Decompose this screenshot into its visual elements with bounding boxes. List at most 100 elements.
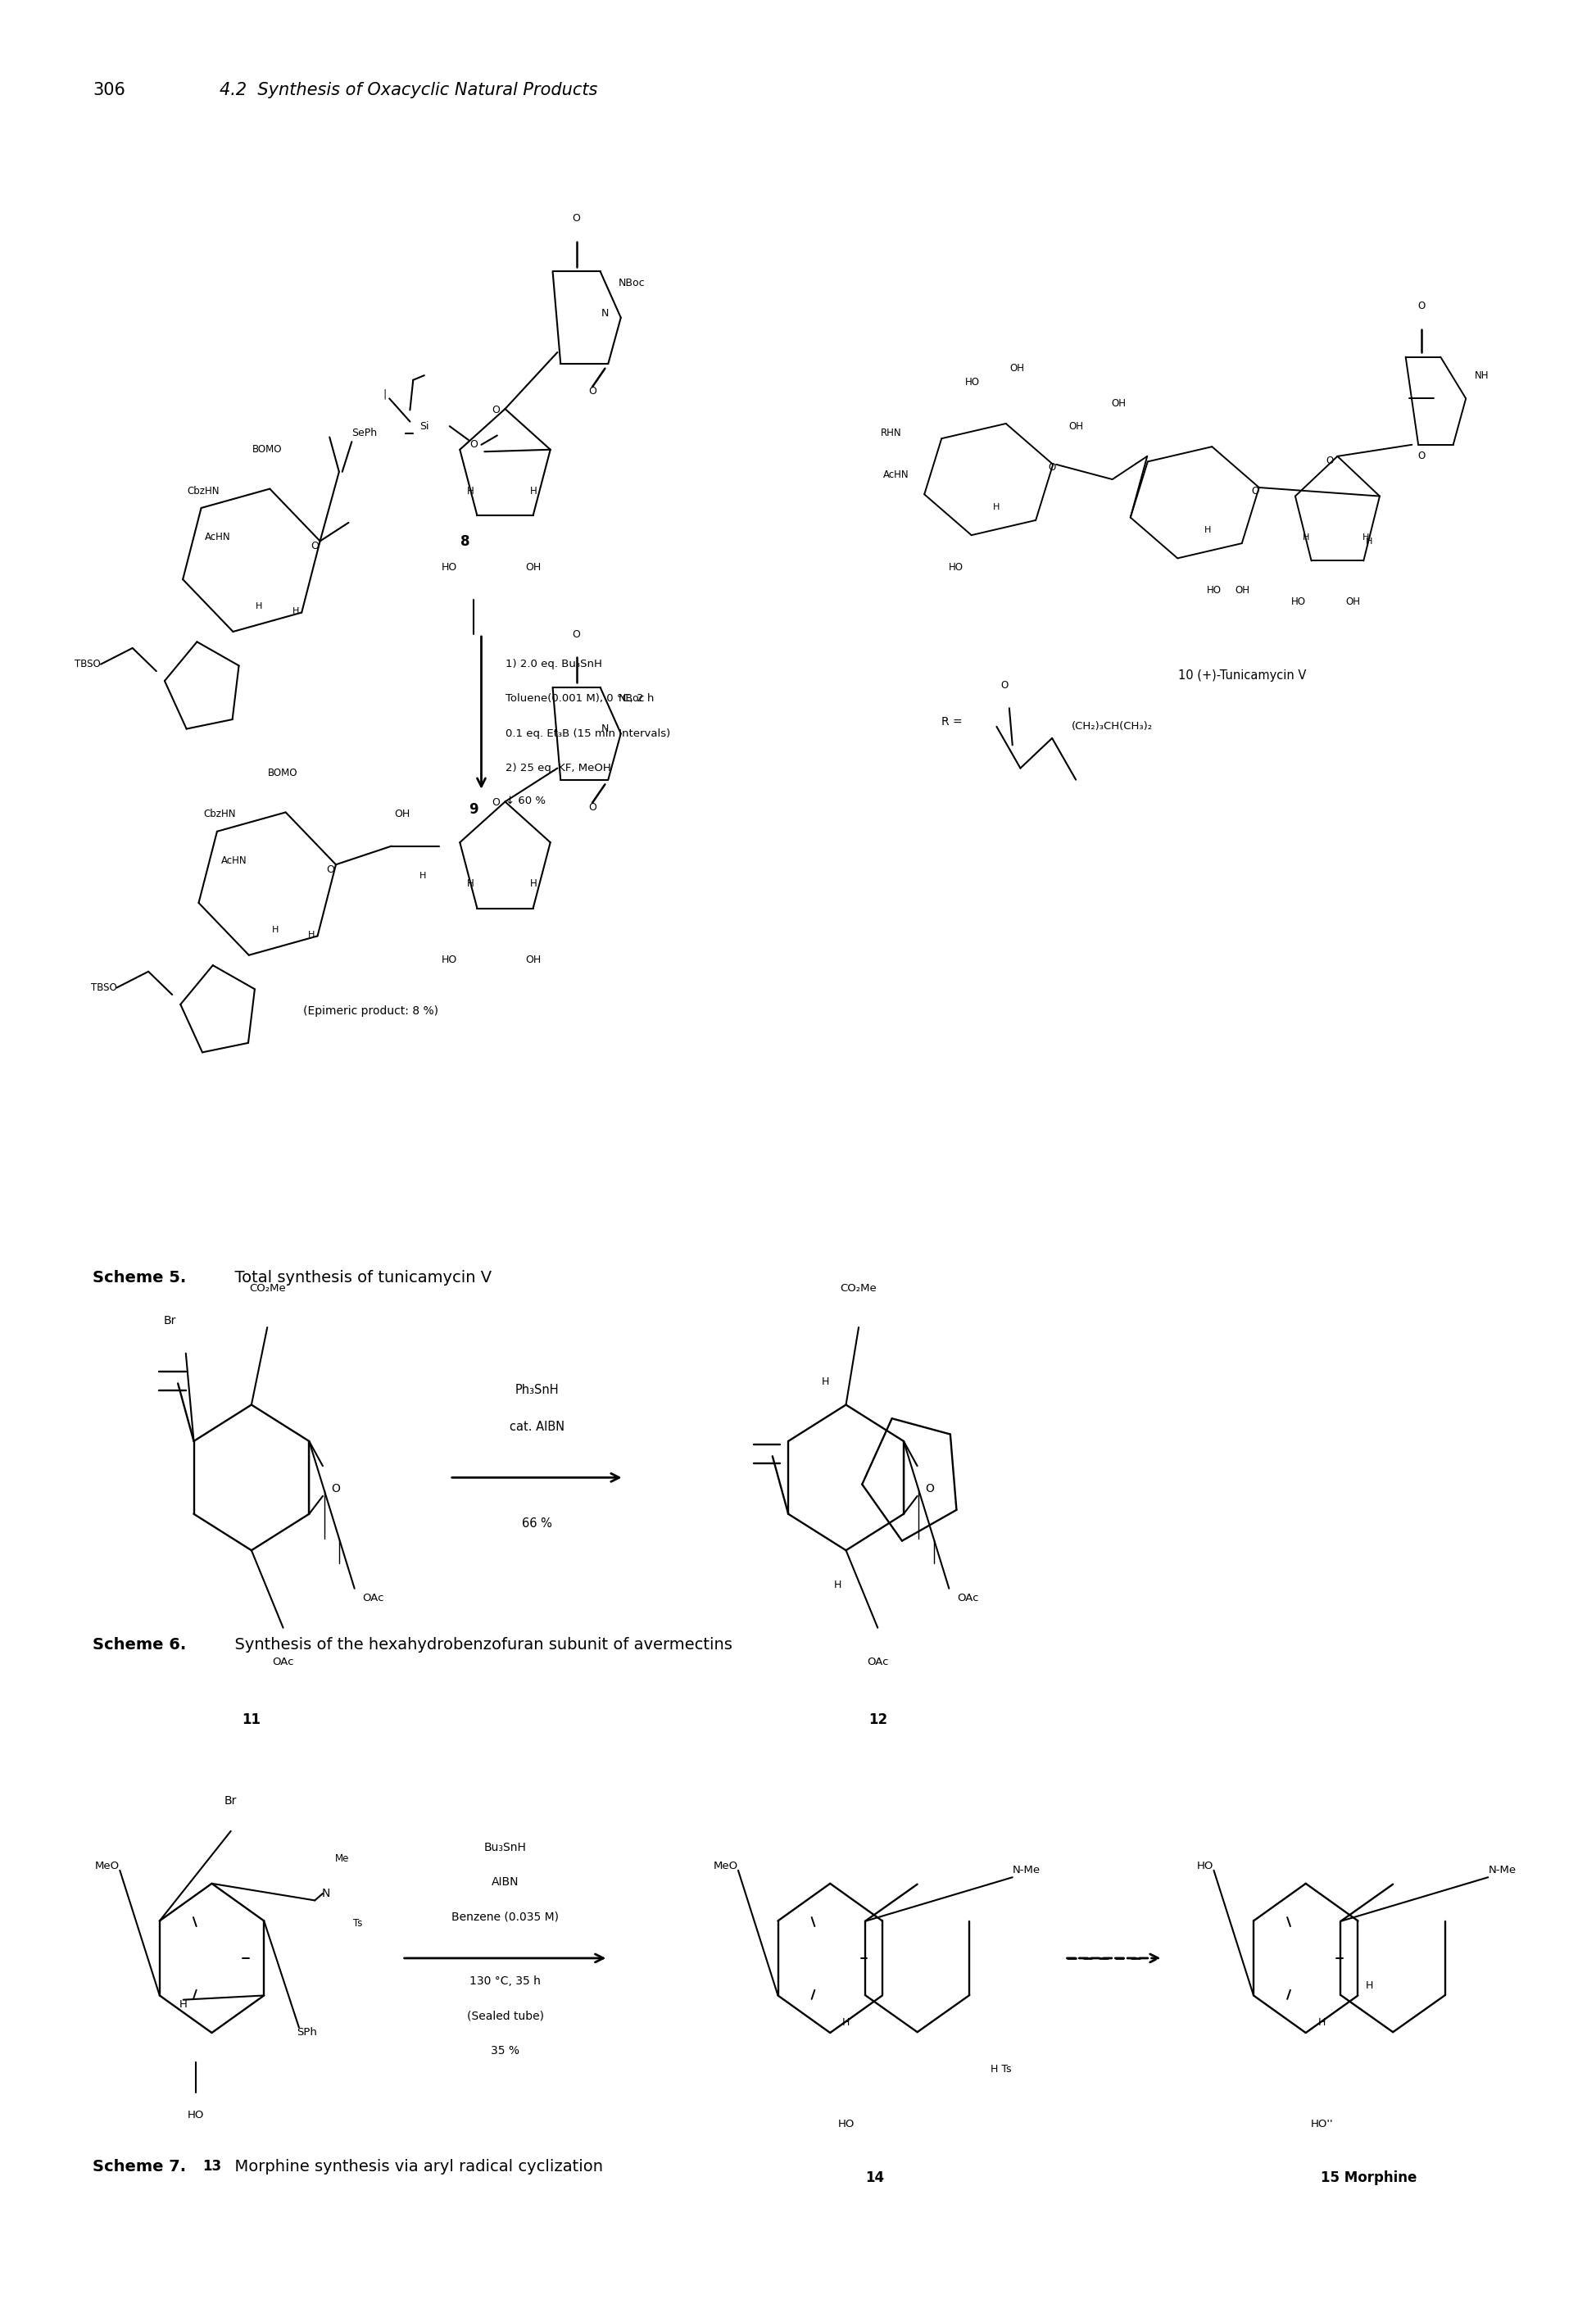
Text: Br: Br xyxy=(225,1795,236,1807)
Text: 15 Morphine: 15 Morphine xyxy=(1320,2171,1417,2185)
Text: CO₂Me: CO₂Me xyxy=(839,1282,876,1293)
Text: 2) 25 eq. KF, MeOH: 2) 25 eq. KF, MeOH xyxy=(504,764,610,773)
Text: HO: HO xyxy=(1197,1860,1213,1872)
Text: CO₂Me: CO₂Me xyxy=(249,1282,286,1293)
Text: Si: Si xyxy=(420,420,429,432)
Text: H: H xyxy=(271,926,279,933)
Text: H Ts: H Ts xyxy=(991,2064,1012,2074)
Text: H: H xyxy=(420,873,426,880)
Text: cat. AIBN: cat. AIBN xyxy=(509,1421,563,1433)
Text: N-Me: N-Me xyxy=(1487,1865,1515,1876)
Text: MeO: MeO xyxy=(713,1860,737,1872)
Text: 0.1 eq. Et₃B (15 min Intervals): 0.1 eq. Et₃B (15 min Intervals) xyxy=(504,729,670,738)
Text: O: O xyxy=(492,404,500,416)
Text: HO: HO xyxy=(966,376,980,388)
Text: AcHN: AcHN xyxy=(220,854,246,866)
Text: Ph₃SnH: Ph₃SnH xyxy=(514,1384,559,1396)
Text: HO: HO xyxy=(442,954,458,966)
Text: HO: HO xyxy=(838,2120,854,2129)
Text: Ts: Ts xyxy=(353,1918,362,1930)
Text: OAc: OAc xyxy=(362,1593,385,1602)
Text: OH: OH xyxy=(394,808,410,820)
Text: |: | xyxy=(383,388,386,399)
Text: HO: HO xyxy=(1207,585,1221,597)
Text: NBoc: NBoc xyxy=(618,279,645,288)
Text: CbzHN: CbzHN xyxy=(203,808,236,820)
Text: 8: 8 xyxy=(461,534,469,548)
Text: OH: OH xyxy=(1345,597,1360,606)
Text: O: O xyxy=(1417,450,1425,462)
Text: O: O xyxy=(311,541,319,553)
Text: O: O xyxy=(469,439,477,450)
Text: HO: HO xyxy=(187,2111,204,2120)
Text: AcHN: AcHN xyxy=(204,532,231,543)
Text: O: O xyxy=(571,629,581,639)
Text: H: H xyxy=(255,601,263,611)
Text: MeO: MeO xyxy=(96,1860,120,1872)
Text: 1) 2.0 eq. Bu₃SnH: 1) 2.0 eq. Bu₃SnH xyxy=(504,659,602,669)
Text: 35 %: 35 % xyxy=(490,2046,519,2057)
Text: H: H xyxy=(530,878,536,889)
Text: O: O xyxy=(1417,302,1425,311)
Text: O: O xyxy=(327,864,335,875)
Text: 14: 14 xyxy=(865,2171,884,2185)
Text: O: O xyxy=(330,1484,340,1495)
Text: H: H xyxy=(292,606,298,615)
Text: H: H xyxy=(179,1999,187,2011)
Text: TBSO: TBSO xyxy=(75,659,101,669)
Text: NBoc: NBoc xyxy=(618,694,645,704)
Text: HO'': HO'' xyxy=(1310,2120,1333,2129)
Text: (Epimeric product: 8 %): (Epimeric product: 8 %) xyxy=(303,1005,437,1017)
Text: Morphine synthesis via aryl radical cyclization: Morphine synthesis via aryl radical cycl… xyxy=(225,2159,603,2176)
Text: H: H xyxy=(841,2018,849,2027)
Text: BOMO: BOMO xyxy=(268,769,298,778)
Text: Bu₃SnH: Bu₃SnH xyxy=(484,1841,527,1853)
Text: O: O xyxy=(1325,455,1333,467)
Text: (CH₂)₃CH(CH₃)₂: (CH₂)₃CH(CH₃)₂ xyxy=(1071,722,1152,731)
Text: H: H xyxy=(466,878,474,889)
Text: H: H xyxy=(1365,1981,1373,1992)
Text: Scheme 7.: Scheme 7. xyxy=(93,2159,187,2176)
Text: Toluene(0.001 M), 0 °C, 2 h: Toluene(0.001 M), 0 °C, 2 h xyxy=(504,694,653,704)
Text: OH: OH xyxy=(1068,420,1082,432)
Text: 10 (+)-Tunicamycin V: 10 (+)-Tunicamycin V xyxy=(1178,669,1306,683)
Text: 130 °C, 35 h: 130 °C, 35 h xyxy=(469,1976,541,1988)
Text: H: H xyxy=(308,931,314,938)
Text: RHN: RHN xyxy=(879,427,902,439)
Text: 4.2  Synthesis of Oxacyclic Natural Products: 4.2 Synthesis of Oxacyclic Natural Produ… xyxy=(220,81,597,98)
Text: Benzene (0.035 M): Benzene (0.035 M) xyxy=(452,1911,559,1923)
Text: Scheme 5.: Scheme 5. xyxy=(93,1270,187,1284)
Text: H: H xyxy=(833,1579,841,1591)
Text: 11: 11 xyxy=(243,1714,260,1728)
Text: SePh: SePh xyxy=(351,427,377,439)
Text: N-Me: N-Me xyxy=(1012,1865,1041,1876)
Text: 12: 12 xyxy=(868,1714,887,1728)
Text: H: H xyxy=(1361,534,1369,541)
Text: O: O xyxy=(1001,680,1007,690)
Text: O: O xyxy=(587,385,595,397)
Text: H: H xyxy=(1317,2018,1325,2027)
Text: BOMO: BOMO xyxy=(252,444,282,455)
Text: H: H xyxy=(993,504,999,511)
Text: OH: OH xyxy=(1234,585,1250,597)
Text: NH: NH xyxy=(1473,369,1487,381)
Text: HO: HO xyxy=(1290,597,1306,606)
Text: OH: OH xyxy=(1009,362,1025,374)
Text: HO: HO xyxy=(442,562,458,574)
Text: R =: R = xyxy=(940,715,962,727)
Text: O: O xyxy=(1047,462,1055,474)
Text: 13: 13 xyxy=(203,2159,222,2173)
Text: Scheme 6.: Scheme 6. xyxy=(93,1637,187,1653)
Text: 306: 306 xyxy=(93,81,126,98)
Text: Me: Me xyxy=(335,1853,350,1865)
Text: H: H xyxy=(466,485,474,497)
Text: SPh: SPh xyxy=(297,2027,318,2036)
Text: H: H xyxy=(1365,539,1373,546)
Text: O: O xyxy=(926,1484,934,1495)
Text: OH: OH xyxy=(525,954,541,966)
Text: O: O xyxy=(587,801,595,813)
Text: 9: 9 xyxy=(468,803,477,817)
Text: Br: Br xyxy=(164,1314,176,1326)
Text: O: O xyxy=(1251,485,1258,497)
Text: AcHN: AcHN xyxy=(883,469,910,481)
